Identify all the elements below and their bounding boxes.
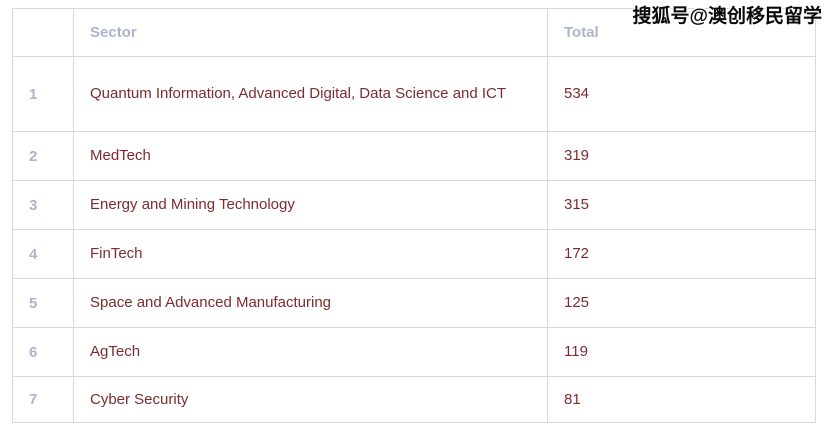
sector-totals-table-container: Sector Total 1 Quantum Information, Adva… xyxy=(12,8,816,423)
sector-cell: Space and Advanced Manufacturing xyxy=(73,278,548,328)
rank-cell: 4 xyxy=(12,229,74,279)
sector-cell: Quantum Information, Advanced Digital, D… xyxy=(73,56,548,132)
sector-cell: AgTech xyxy=(73,327,548,377)
sector-cell: Energy and Mining Technology xyxy=(73,180,548,230)
table-body: 1 Quantum Information, Advanced Digital,… xyxy=(12,56,816,423)
sector-cell: Cyber Security xyxy=(73,376,548,423)
table-row: 6 AgTech 119 xyxy=(12,327,816,377)
total-cell: 172 xyxy=(547,229,816,279)
total-cell: 315 xyxy=(547,180,816,230)
sector-totals-table: Sector Total 1 Quantum Information, Adva… xyxy=(12,8,816,423)
table-row: 4 FinTech 172 xyxy=(12,229,816,279)
rank-cell: 1 xyxy=(12,56,74,132)
table-row: 5 Space and Advanced Manufacturing 125 xyxy=(12,278,816,328)
sector-cell: FinTech xyxy=(73,229,548,279)
total-cell: 319 xyxy=(547,131,816,181)
rank-cell: 2 xyxy=(12,131,74,181)
total-cell: 119 xyxy=(547,327,816,377)
table-row: 1 Quantum Information, Advanced Digital,… xyxy=(12,56,816,132)
total-cell: 534 xyxy=(547,56,816,132)
header-rank xyxy=(12,8,74,57)
rank-cell: 6 xyxy=(12,327,74,377)
rank-cell: 7 xyxy=(12,376,74,423)
rank-cell: 3 xyxy=(12,180,74,230)
header-sector: Sector xyxy=(73,8,548,57)
sector-cell: MedTech xyxy=(73,131,548,181)
table-row: 2 MedTech 319 xyxy=(12,131,816,181)
watermark: 搜狐号@澳创移民留学 xyxy=(632,6,822,27)
table-row: 3 Energy and Mining Technology 315 xyxy=(12,180,816,230)
table-row: 7 Cyber Security 81 xyxy=(12,376,816,423)
total-cell: 125 xyxy=(547,278,816,328)
total-cell: 81 xyxy=(547,376,816,423)
rank-cell: 5 xyxy=(12,278,74,328)
header-total: Total xyxy=(547,8,816,57)
